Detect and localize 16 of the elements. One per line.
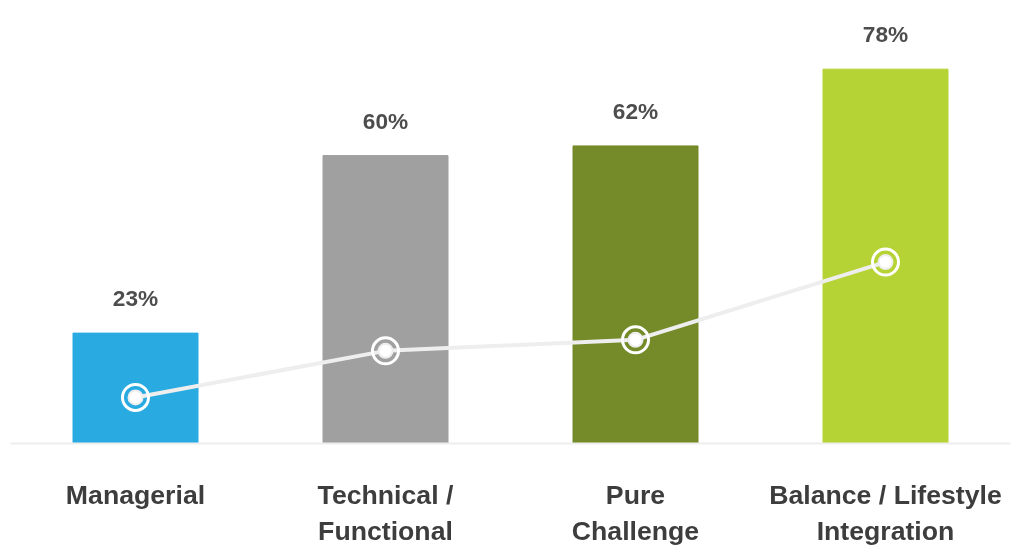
- data-label: 23%: [112, 285, 159, 312]
- x-tick-label: Pure Challenge: [571, 479, 700, 546]
- bar: [72, 332, 199, 444]
- point: [621, 325, 650, 355]
- data-label: 62%: [612, 97, 659, 124]
- x-tick-label: Balance / Lifestyle Integration: [769, 479, 1002, 546]
- x-tick-label: Managerial: [65, 479, 206, 510]
- bar: [822, 68, 949, 444]
- data-label: 60%: [362, 107, 409, 134]
- bar: [572, 145, 699, 444]
- x-tick-label: Technical / Functional: [317, 479, 454, 546]
- point: [371, 336, 400, 366]
- data-label: 78%: [862, 21, 909, 48]
- point: [871, 247, 900, 277]
- point: [121, 382, 150, 412]
- bar: [322, 155, 449, 444]
